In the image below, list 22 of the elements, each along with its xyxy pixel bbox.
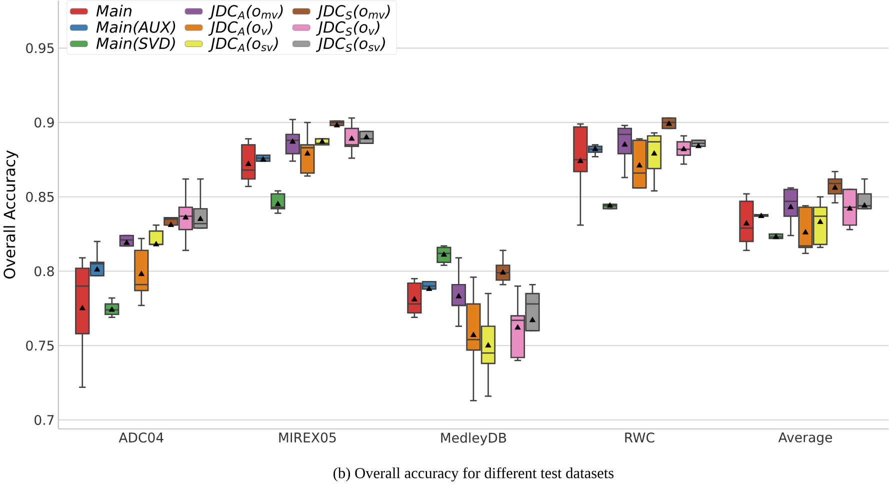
legend-label: JDC$_{S}$(o$_{mv}$): [316, 4, 390, 20]
legend-label: JDC$_{S}$(o$_{v}$): [316, 21, 380, 36]
legend-label: Main(AUX): [96, 21, 176, 35]
legend-label: JDC$_{A}$(o$_{mv}$): [208, 4, 283, 20]
legend-label: Main(SVD): [96, 37, 175, 51]
y-tick-label: 0.95: [26, 43, 54, 54]
legend-label: Main: [96, 4, 132, 17]
y-tick-label: 0.8: [34, 266, 54, 276]
x-tick-label: ADC04: [118, 432, 164, 443]
x-tick-label: RWC: [625, 432, 654, 443]
y-tick-label: 0.75: [26, 340, 54, 351]
x-tick-label: MIREX05: [279, 432, 336, 443]
y-tick-label: 0.7: [34, 415, 54, 426]
y-axis-title: Overall Accuracy: [3, 150, 18, 279]
x-tick-label: MedleyDB: [441, 432, 506, 446]
y-tick-label: 0.85: [26, 192, 54, 202]
legend-label: JDC$_{A}$(o$_{sv}$): [208, 37, 278, 52]
legend-label: JDC$_{A}$(o$_{v}$): [208, 21, 272, 36]
legend-label: JDC$_{S}$(o$_{sv}$): [316, 37, 385, 52]
text: (b) Overall accuracy for different test datasets: [334, 467, 614, 482]
x-tick-label: Average: [778, 432, 832, 446]
y-tick-label: 0.9: [34, 118, 54, 128]
